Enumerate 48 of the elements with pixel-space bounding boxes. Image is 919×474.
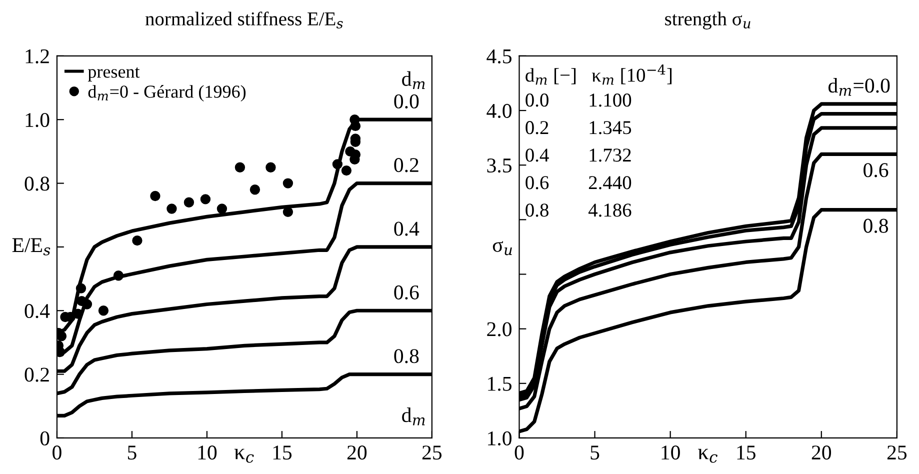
chart-title: strength σ$_{u}$	[665, 12, 750, 30]
y-tick-label: 1.5	[488, 376, 512, 391]
y-tick-label: 0.8	[24, 176, 50, 191]
y-tick-label: 2.0	[487, 322, 512, 336]
annotation: 0.0 1.100	[526, 94, 632, 107]
chart-title: normalized stiffness E/E$_{s}$	[145, 12, 343, 28]
annotation: d$_{m}$ [−] κ$_{m}$ [10$^{−4}$]	[526, 64, 672, 85]
x-tick-label: 20	[812, 446, 832, 460]
legend-label: d$_{m}$=0 - Gérard (1996)	[88, 85, 246, 102]
x-axis-title: κ$_{c}$	[698, 448, 718, 463]
y-axis-title: σ$_{u}$	[492, 241, 512, 256]
annotation: 0.8	[864, 218, 888, 233]
annotation: 0.2 1.345	[526, 121, 632, 134]
annotation: 0.6	[864, 163, 888, 178]
annotation: 0.4	[394, 222, 420, 236]
y-tick-label: 1.0	[488, 431, 512, 446]
annotation: 0.8	[394, 349, 419, 364]
x-axis-title: κ$_{c}$	[234, 448, 254, 463]
y-tick-label: 3.5	[487, 158, 512, 173]
y-axis-title: E/E$_{s}$	[12, 238, 50, 256]
annotation: 0.6 2.440	[526, 176, 632, 190]
y-tick-label: 0	[40, 431, 50, 446]
annotation: 0.6	[394, 285, 419, 300]
y-tick-label: 0.4	[24, 304, 50, 318]
y-tick-label: 4.5	[486, 49, 512, 64]
annotation: d$_{m}$	[402, 407, 425, 426]
annotation: d$_{m}$=0.0	[828, 78, 890, 96]
x-tick-label: 0	[514, 446, 524, 460]
annotation: d$_{m}$	[402, 71, 425, 89]
x-tick-label: 15	[737, 446, 756, 460]
y-tick-label: 1.2	[26, 49, 49, 64]
legend-label: present	[88, 67, 140, 82]
x-tick-label: 25	[422, 446, 442, 460]
x-tick-label: 15	[273, 446, 292, 460]
y-tick-label: 1.0	[26, 112, 50, 128]
x-tick-label: 0	[52, 446, 62, 460]
x-tick-label: 25	[887, 446, 907, 460]
x-tick-label: 10	[662, 446, 680, 460]
x-tick-label: 10	[198, 446, 217, 460]
annotation: 0.4 1.732	[526, 148, 631, 162]
annotation: 0.0	[394, 94, 419, 109]
y-tick-label: 4.0	[486, 104, 512, 118]
x-tick-label: 5	[590, 446, 600, 460]
y-tick-label: 0.2	[24, 368, 49, 382]
annotation: 0.2	[394, 158, 418, 172]
annotation: 0.8 4.186	[526, 204, 632, 217]
x-tick-label: 5	[128, 446, 136, 460]
x-tick-label: 20	[347, 446, 367, 460]
